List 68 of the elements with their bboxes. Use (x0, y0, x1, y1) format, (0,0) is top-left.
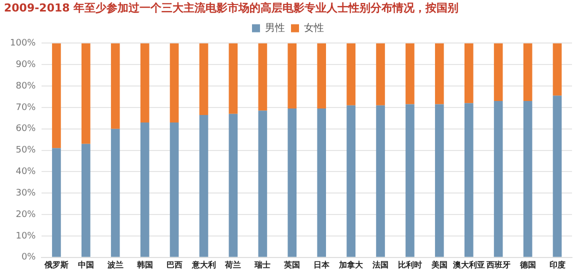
x-tick-label: 俄罗斯 (43, 260, 68, 270)
bar (228, 114, 238, 257)
bar (376, 105, 385, 257)
x-tick-label: 日本 (314, 260, 331, 270)
bar (406, 43, 414, 104)
x-tick-label: 加拿大 (338, 260, 364, 270)
bar (82, 144, 90, 257)
legend-label: 男性 (265, 22, 285, 34)
x-tick-label: 中国 (78, 260, 94, 270)
x-tick-label: 巴西 (166, 260, 182, 270)
chart-title: 2009-2018 年至少参加过一个三大主流电影市场的高层电影专业人士性别分布情况，按国别 (4, 1, 459, 14)
y-tick-label: 30% (16, 188, 36, 198)
x-tick-label: 法国 (372, 260, 389, 270)
y-tick-label: 100% (10, 38, 36, 49)
bar (406, 104, 414, 257)
x-tick-label: 波兰 (106, 260, 124, 270)
bar (258, 110, 268, 257)
bar (317, 43, 326, 109)
bar (552, 96, 562, 257)
bar (376, 43, 385, 106)
y-tick-label: 90% (16, 60, 36, 70)
bar (199, 43, 208, 115)
x-tick-label: 意大利 (190, 260, 216, 270)
bar (52, 148, 61, 257)
bar (523, 101, 532, 257)
x-tick-label: 韩国 (136, 260, 153, 270)
y-tick-label: 50% (16, 146, 36, 156)
x-tick-label: 美国 (430, 259, 448, 270)
x-tick-label: 德国 (518, 260, 536, 270)
bar (552, 43, 562, 96)
bar (464, 43, 474, 104)
y-tick-label: 0% (21, 252, 36, 263)
x-tick-label: 印度 (549, 259, 566, 270)
bar (170, 43, 179, 122)
y-tick-label: 80% (16, 81, 36, 92)
bar (170, 122, 179, 257)
x-tick-label: 比利时 (398, 260, 422, 270)
y-tick-label: 70% (16, 102, 36, 113)
bar (140, 122, 150, 257)
bar (199, 114, 208, 257)
bar (346, 105, 356, 257)
x-tick-label: 英国 (283, 260, 300, 270)
bar (110, 128, 120, 257)
y-tick-label: 60% (16, 124, 36, 134)
bar (110, 43, 120, 129)
x-tick-label: 瑞士 (254, 260, 271, 270)
x-tick-label: 西班牙 (485, 260, 510, 270)
bar (288, 108, 297, 257)
y-tick-label: 10% (16, 231, 36, 242)
bar (288, 43, 297, 109)
bar (52, 43, 61, 148)
bar (258, 43, 268, 111)
bar (523, 43, 532, 102)
bar (494, 101, 503, 257)
x-tick-label: 荷兰 (224, 260, 242, 270)
y-tick-label: 40% (16, 167, 36, 178)
bar (464, 103, 474, 257)
bar (228, 43, 238, 114)
x-tick-label: 澳大利亚 (452, 260, 485, 270)
bar (494, 43, 503, 102)
bar (82, 43, 90, 144)
legend-label: 女性 (304, 22, 324, 34)
bar (346, 43, 356, 106)
bar (435, 104, 444, 257)
bar (317, 108, 326, 257)
bar (140, 43, 150, 122)
y-tick-label: 20% (16, 210, 36, 220)
bar (435, 43, 444, 104)
